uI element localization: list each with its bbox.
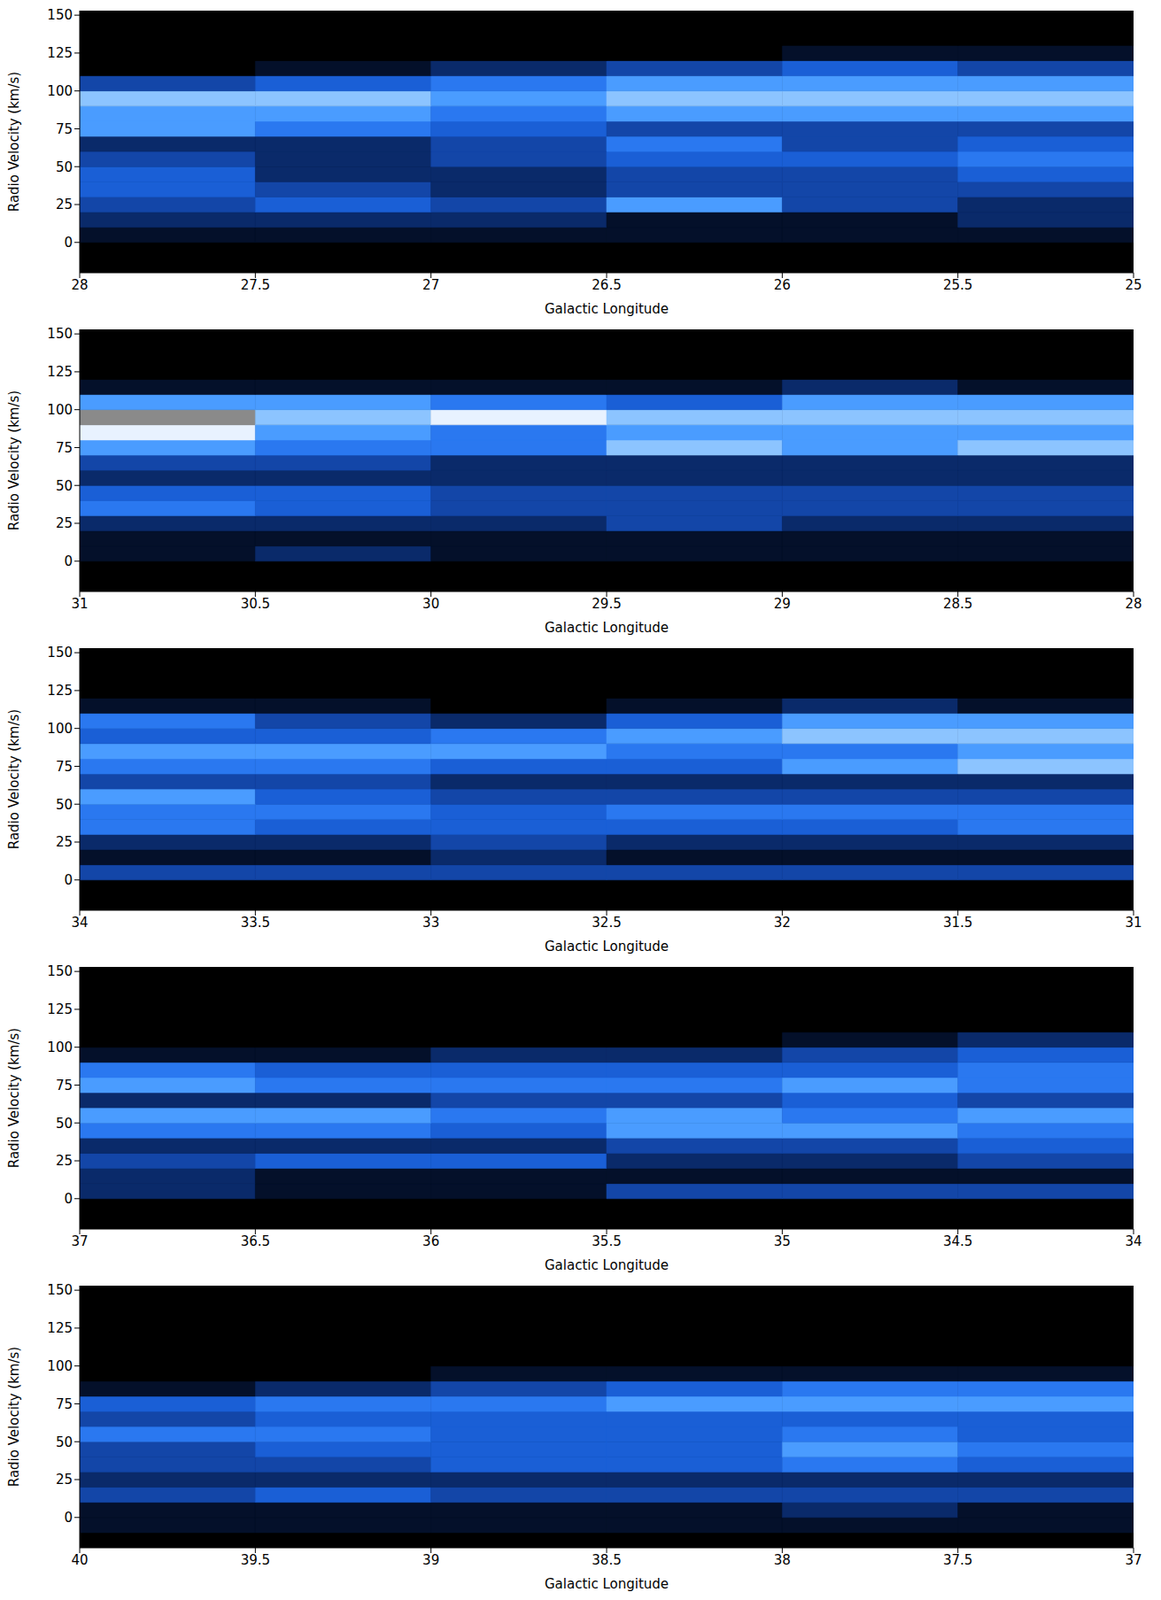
svg-text:150: 150 — [46, 1282, 73, 1299]
svg-text:26.5: 26.5 — [591, 277, 621, 294]
svg-text:38: 38 — [774, 1552, 791, 1569]
svg-text:35: 35 — [774, 1233, 791, 1250]
svg-text:150: 150 — [46, 963, 73, 980]
svg-text:0: 0 — [63, 234, 73, 251]
svg-text:Galactic Longitude: Galactic Longitude — [544, 619, 669, 636]
svg-text:100: 100 — [46, 1358, 73, 1375]
svg-text:36.5: 36.5 — [240, 1233, 271, 1250]
svg-text:30: 30 — [422, 595, 440, 612]
svg-text:Radio Velocity (km/s): Radio Velocity (km/s) — [6, 1028, 23, 1169]
svg-text:100: 100 — [46, 83, 73, 100]
svg-text:31: 31 — [1124, 914, 1142, 931]
svg-text:25.5: 25.5 — [943, 277, 973, 294]
svg-text:125: 125 — [46, 682, 73, 699]
svg-text:75: 75 — [55, 1396, 73, 1413]
svg-text:37: 37 — [70, 1233, 88, 1250]
svg-text:28: 28 — [70, 277, 88, 294]
svg-text:Radio Velocity (km/s): Radio Velocity (km/s) — [6, 709, 23, 850]
svg-text:33.5: 33.5 — [240, 914, 271, 931]
svg-text:35.5: 35.5 — [591, 1233, 621, 1250]
svg-text:150: 150 — [46, 7, 73, 24]
svg-text:29: 29 — [774, 595, 791, 612]
svg-text:25: 25 — [55, 1153, 73, 1169]
svg-text:125: 125 — [46, 45, 73, 62]
svg-text:39: 39 — [422, 1552, 440, 1569]
svg-text:50: 50 — [55, 159, 73, 176]
svg-text:34: 34 — [1124, 1233, 1142, 1250]
svg-text:26: 26 — [774, 277, 791, 294]
svg-text:25: 25 — [55, 196, 73, 213]
svg-text:125: 125 — [46, 1001, 73, 1018]
svg-text:38.5: 38.5 — [591, 1552, 621, 1569]
svg-text:34.5: 34.5 — [943, 1233, 973, 1250]
svg-text:Galactic Longitude: Galactic Longitude — [544, 938, 669, 955]
svg-text:Radio Velocity (km/s): Radio Velocity (km/s) — [6, 71, 23, 212]
svg-text:Galactic Longitude: Galactic Longitude — [544, 1576, 669, 1593]
svg-text:25: 25 — [55, 834, 73, 851]
svg-text:0: 0 — [63, 872, 73, 889]
svg-text:39.5: 39.5 — [240, 1552, 271, 1569]
svg-text:75: 75 — [55, 440, 73, 457]
svg-text:75: 75 — [55, 1077, 73, 1094]
svg-text:40: 40 — [70, 1552, 88, 1569]
svg-text:25: 25 — [55, 515, 73, 532]
svg-text:36: 36 — [422, 1233, 440, 1250]
svg-text:32.5: 32.5 — [591, 914, 621, 931]
svg-text:75: 75 — [55, 121, 73, 138]
svg-text:37.5: 37.5 — [943, 1552, 973, 1569]
svg-text:50: 50 — [55, 1115, 73, 1132]
svg-text:28.5: 28.5 — [943, 595, 973, 612]
svg-text:100: 100 — [46, 1039, 73, 1056]
svg-text:27.5: 27.5 — [240, 277, 271, 294]
svg-text:0: 0 — [63, 1191, 73, 1208]
svg-text:0: 0 — [63, 1509, 73, 1526]
svg-text:31.5: 31.5 — [943, 914, 973, 931]
svg-text:125: 125 — [46, 363, 73, 380]
svg-text:28: 28 — [1124, 595, 1142, 612]
svg-text:25: 25 — [55, 1471, 73, 1488]
svg-text:Radio Velocity (km/s): Radio Velocity (km/s) — [6, 1346, 23, 1487]
svg-text:34: 34 — [70, 914, 88, 931]
svg-text:100: 100 — [46, 402, 73, 418]
svg-text:33: 33 — [422, 914, 440, 931]
svg-text:150: 150 — [46, 644, 73, 661]
svg-text:50: 50 — [55, 1434, 73, 1451]
svg-text:150: 150 — [46, 325, 73, 342]
svg-text:100: 100 — [46, 720, 73, 737]
svg-text:37: 37 — [1124, 1552, 1142, 1569]
svg-text:0: 0 — [63, 553, 73, 570]
svg-text:31: 31 — [70, 595, 88, 612]
svg-text:30.5: 30.5 — [240, 595, 271, 612]
svg-text:50: 50 — [55, 797, 73, 813]
svg-text:27: 27 — [422, 277, 440, 294]
svg-text:75: 75 — [55, 758, 73, 775]
svg-text:Galactic Longitude: Galactic Longitude — [544, 301, 669, 318]
svg-text:29.5: 29.5 — [591, 595, 621, 612]
svg-text:Radio Velocity (km/s): Radio Velocity (km/s) — [6, 390, 23, 531]
svg-text:25: 25 — [1124, 277, 1142, 294]
svg-text:125: 125 — [46, 1320, 73, 1337]
svg-text:32: 32 — [774, 914, 791, 931]
svg-text:50: 50 — [55, 478, 73, 495]
svg-text:Galactic Longitude: Galactic Longitude — [544, 1257, 669, 1274]
